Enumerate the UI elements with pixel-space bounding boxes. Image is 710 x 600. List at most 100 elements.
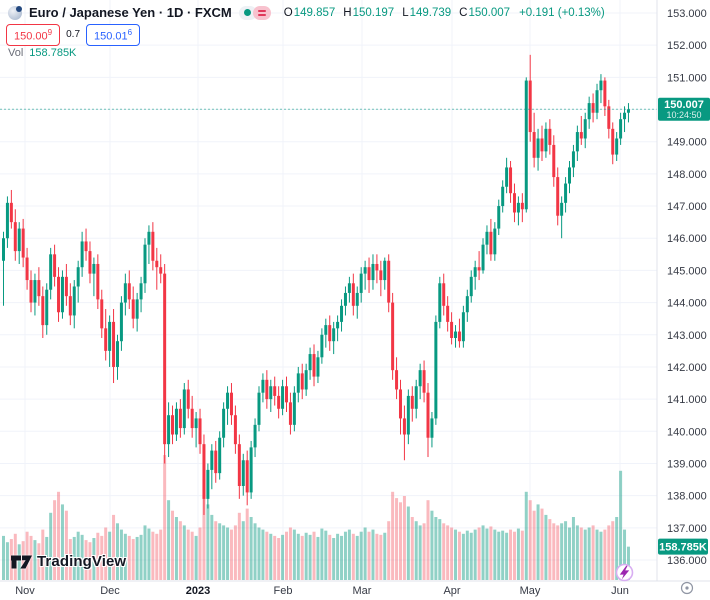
volume-bar [292, 529, 296, 580]
market-status-pill[interactable] [238, 5, 257, 20]
price-axis-label[interactable]: 149.000 [667, 137, 707, 149]
symbol-title[interactable]: Euro / Japanese Yen · 1D · FXCM [29, 5, 232, 20]
volume-bar [564, 521, 568, 580]
candle-body [139, 283, 143, 300]
volume-bar [485, 528, 489, 580]
price-axis-label[interactable]: 137.000 [667, 523, 707, 535]
bid-ask-panel-pill[interactable] [252, 5, 271, 20]
volume-bar [112, 514, 116, 580]
volume-bar [60, 504, 64, 580]
candle-body [363, 267, 367, 274]
candle-body [528, 80, 532, 133]
low-value: 149.739 [409, 6, 452, 19]
candle-body [277, 395, 281, 409]
time-axis-label[interactable]: Dec [100, 585, 120, 597]
bid-ask-bar-icon [257, 9, 266, 12]
time-axis-label[interactable]: Mar [353, 585, 372, 597]
volume-bar [501, 530, 505, 580]
price-axis-label[interactable]: 142.000 [667, 362, 707, 374]
volume-bar [131, 539, 135, 580]
candle-body [300, 373, 304, 390]
time-axis-label[interactable]: Nov [15, 585, 35, 597]
volume-bar [147, 528, 151, 580]
price-axis-label[interactable]: 143.000 [667, 330, 707, 342]
candle-body [163, 273, 167, 445]
market-status-dot-icon [244, 9, 252, 16]
time-axis-label[interactable]: Jun [611, 585, 629, 597]
candle-body [375, 263, 379, 271]
candle-body [446, 305, 450, 322]
candle-body [571, 151, 575, 168]
price-axis-label[interactable]: 138.000 [667, 491, 707, 503]
candle-body [257, 392, 261, 425]
volume-bar [406, 506, 410, 580]
candle-body [60, 276, 64, 313]
volume-bar [595, 529, 599, 580]
candle-body [13, 222, 17, 252]
price-axis-label[interactable]: 153.000 [667, 8, 707, 20]
candle-body [505, 167, 509, 187]
symbol-logo-dot [16, 5, 22, 12]
volume-bar [190, 531, 194, 580]
volume-bar [359, 531, 363, 580]
candle-body [127, 283, 131, 300]
volume-bar [395, 498, 399, 580]
realtime-event-icon[interactable] [615, 563, 634, 582]
candle-body [320, 334, 324, 358]
candle-body [68, 296, 72, 316]
price-axis-label[interactable]: 145.000 [667, 265, 707, 277]
volume-bar [363, 527, 367, 580]
candle-body [64, 276, 68, 297]
volume-bar [591, 525, 595, 580]
price-axis-label[interactable]: 140.000 [667, 426, 707, 438]
candle-body [312, 354, 316, 377]
tradingview-logo-text: TradingView [37, 553, 127, 570]
axis-settings-icon[interactable] [680, 581, 694, 595]
price-axis-label[interactable]: 139.000 [667, 458, 707, 470]
candle-body [422, 370, 426, 393]
volume-bar [269, 533, 273, 580]
candle-body [190, 408, 194, 429]
volume-bar [438, 519, 442, 580]
price-axis-label[interactable]: 152.000 [667, 40, 707, 52]
candle-body [332, 328, 336, 342]
volume-bar [41, 529, 45, 580]
price-axis-label[interactable]: 148.000 [667, 169, 707, 181]
candle-body [355, 292, 359, 306]
time-axis-label[interactable]: May [520, 585, 541, 597]
candle-body [359, 273, 363, 293]
open-value: 149.857 [293, 6, 336, 19]
volume-bar [626, 546, 630, 580]
volume-bar [45, 536, 49, 580]
candle-body [336, 321, 340, 329]
price-axis-label[interactable]: 146.000 [667, 233, 707, 245]
sell-price-button[interactable]: 150.009 [6, 24, 61, 46]
candle-body [265, 379, 269, 400]
candle-body [552, 144, 556, 178]
time-axis-label[interactable]: 2023 [186, 585, 210, 597]
change-value: +0.191 (+0.13%) [519, 6, 605, 19]
tradingview-logo-icon [11, 555, 32, 568]
volume-bar [454, 529, 458, 580]
volume-bar [579, 527, 583, 580]
price-axis-label[interactable]: 147.000 [667, 201, 707, 213]
candle-body [167, 415, 171, 445]
price-axis-label[interactable]: 136.000 [667, 555, 707, 567]
volume-bar [37, 543, 41, 580]
tradingview-logo[interactable]: TradingView [11, 553, 126, 570]
candle-body [391, 302, 395, 371]
candle-body [131, 299, 135, 319]
candle-body [123, 283, 127, 303]
volume-bar [257, 527, 261, 580]
time-axis-label[interactable]: Apr [443, 585, 460, 597]
volume-bar [233, 525, 237, 580]
price-axis-label[interactable]: 151.000 [667, 72, 707, 84]
volume-bar [300, 535, 304, 580]
time-axis-label[interactable]: Feb [274, 585, 293, 597]
volume-bar [273, 535, 277, 580]
price-axis-label[interactable]: 144.000 [667, 298, 707, 310]
candle-body [402, 418, 406, 435]
price-axis-label[interactable]: 141.000 [667, 394, 707, 406]
buy-price-button[interactable]: 150.016 [86, 24, 141, 46]
